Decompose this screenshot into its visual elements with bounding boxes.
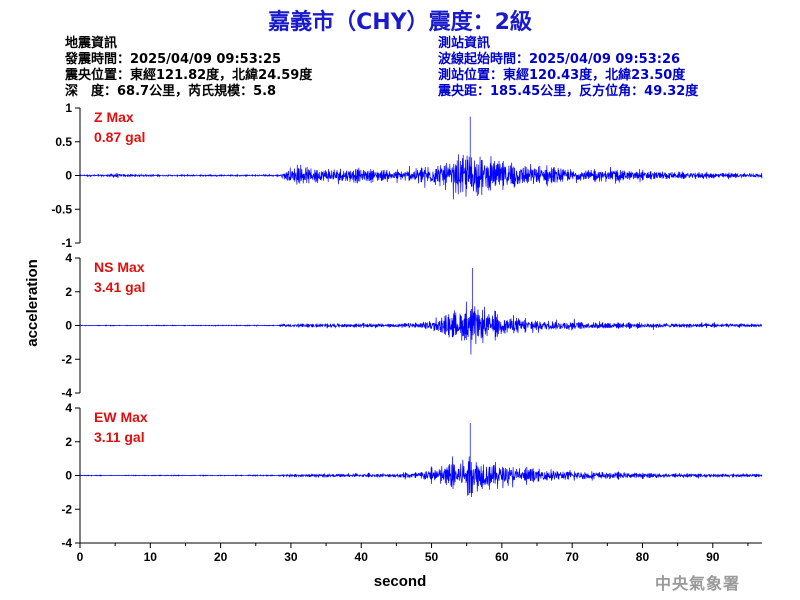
y-tick-label-ns: 0	[65, 319, 72, 333]
x-axis-label: second	[374, 573, 427, 590]
epicenter-location: 震央位置：東經121.82度，北緯24.59度	[65, 68, 313, 83]
y-tick-label-z: 0	[65, 169, 72, 183]
y-tick-label-ew: 2	[65, 435, 72, 449]
x-tick-label: 10	[144, 550, 158, 564]
agency-logo: 中央氣象署	[655, 574, 741, 593]
x-tick-label: 60	[495, 550, 509, 564]
y-tick-label-ew: 0	[65, 469, 72, 483]
x-tick-label: 40	[355, 550, 369, 564]
max-label-ns: NS Max	[94, 259, 145, 275]
y-tick-label-ns: -4	[61, 386, 72, 400]
y-tick-label-ew: -4	[61, 536, 72, 550]
event-info-panel: 地震資訊 發震時間：2025/04/09 09:53:25 震央位置：東經121…	[65, 36, 312, 100]
max-value-ns: 3.41 gal	[94, 279, 145, 295]
event-info-heading: 地震資訊	[65, 36, 118, 51]
x-tick-label: 0	[77, 550, 84, 564]
trace-ns	[79, 267, 762, 355]
x-tick-label: 50	[425, 550, 439, 564]
station-info-panel: 測站資訊 波線起始時間：2025/04/09 09:53:26 測站位置：東經1…	[438, 36, 698, 100]
max-label-ew: EW Max	[94, 409, 148, 425]
y-tick-label-ns: -2	[61, 352, 72, 366]
wave-start-time: 波線起始時間：2025/04/09 09:53:26	[438, 52, 681, 67]
station-location: 測站位置：東經120.43度，北緯23.50度	[438, 68, 686, 83]
origin-time: 發震時間：2025/04/09 09:53:25	[65, 52, 282, 67]
y-tick-label-z: -0.5	[51, 202, 72, 216]
x-tick-label: 80	[636, 550, 650, 564]
x-tick-label: 70	[565, 550, 579, 564]
x-tick-label: 20	[214, 550, 228, 564]
page-title: 嘉義市（CHY）震度：2級	[268, 10, 532, 35]
trace-z	[79, 116, 763, 200]
station-info-heading: 測站資訊	[438, 36, 491, 51]
max-label-z: Z Max	[94, 109, 134, 125]
y-tick-label-z: -1	[61, 236, 72, 250]
y-tick-label-ew: -2	[61, 502, 72, 516]
y-tick-label-ns: 2	[65, 285, 72, 299]
x-tick-label: 30	[284, 550, 298, 564]
max-value-z: 0.87 gal	[94, 129, 145, 145]
y-tick-label-z: 1	[65, 101, 72, 115]
distance-azimuth: 震央距：185.45公里，反方位角：49.32度	[438, 84, 699, 99]
depth-magnitude: 深 度：68.7公里，芮氏規模：5.8	[65, 84, 277, 99]
y-tick-label-z: 0.5	[55, 135, 72, 149]
y-tick-label-ew: 4	[65, 401, 72, 415]
max-value-ew: 3.11 gal	[94, 429, 145, 445]
x-tick-label: 90	[706, 550, 720, 564]
trace-ew	[79, 423, 763, 498]
y-axis-label: acceleration	[24, 259, 41, 347]
y-tick-label-ns: 4	[65, 251, 72, 265]
